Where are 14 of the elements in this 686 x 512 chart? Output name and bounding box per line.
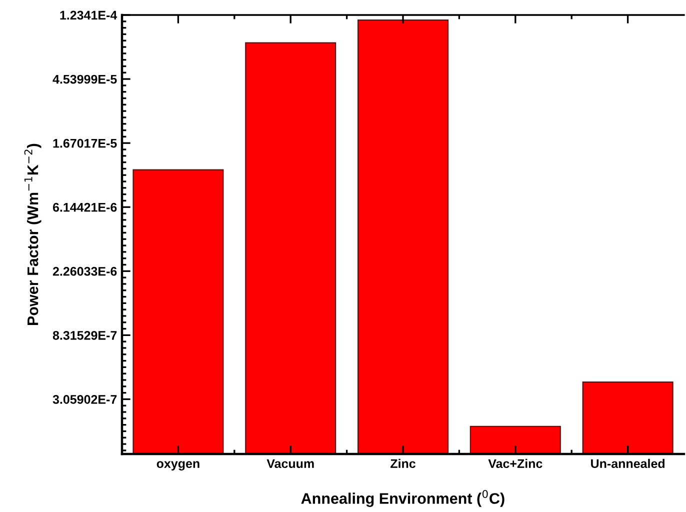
- x-axis-title: Annealing Environment ($^{0}$C): [301, 490, 504, 507]
- y-axis-title: Power Factor (Wm$^{−1}$K$^{−2}$): [24, 144, 42, 325]
- x-tick-label: Vacuum: [266, 459, 314, 468]
- x-tick-label: oxygen: [156, 461, 200, 471]
- y-tick-label: 1.67017E-5: [53, 138, 117, 148]
- x-tick-label: Zinc: [390, 458, 416, 468]
- y-tick-label: 2.26033E-6: [52, 266, 117, 276]
- y-tick-label: 1.2341E-4: [60, 10, 118, 20]
- y-tick-label: 8.31529E-7: [52, 330, 117, 340]
- y-tick-label: 4.53999E-5: [52, 74, 117, 84]
- x-tick-label: Un-annealed: [591, 458, 664, 468]
- y-tick-label: 6.14421E-6: [52, 202, 117, 212]
- x-tick-label: Vac+Zinc: [488, 458, 542, 468]
- y-tick-label: 3.05902E-7: [52, 395, 117, 404]
